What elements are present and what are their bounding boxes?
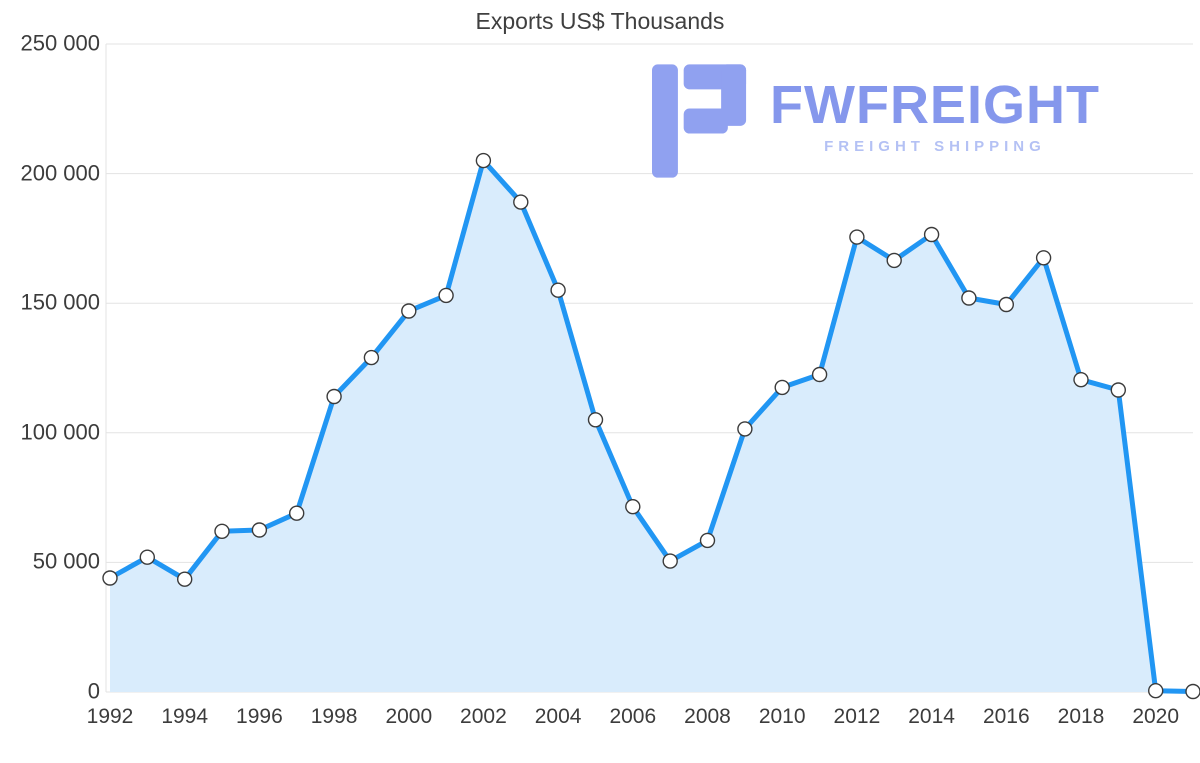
x-axis-tick-label: 2006 — [609, 705, 657, 728]
x-axis-tick-label: 2016 — [982, 705, 1030, 728]
x-axis-tick-label: 1996 — [236, 705, 283, 728]
x-axis-tick-label: 1998 — [310, 705, 358, 728]
y-axis-tick-label: 150 000 — [20, 289, 100, 315]
y-axis-tick-label: 250 000 — [20, 30, 100, 56]
x-axis-tick-label: 2014 — [908, 705, 955, 728]
x-axis-tick-label: 2004 — [534, 705, 582, 728]
x-axis-tick-label: 2018 — [1057, 705, 1105, 728]
chart-title: Exports US$ Thousands — [475, 8, 725, 34]
y-axis-tick-label: 200 000 — [20, 160, 100, 186]
x-axis-tick-label: 2002 — [460, 705, 507, 728]
y-axis-tick-label: 100 000 — [20, 419, 100, 445]
x-axis-tick-label: 2000 — [385, 705, 433, 728]
x-axis-tick-label: 1992 — [86, 705, 134, 728]
y-axis-tick-label: 0 — [87, 678, 100, 704]
x-axis-tick-label: 2008 — [684, 705, 731, 728]
x-axis-tick-label: 2010 — [758, 705, 806, 728]
x-axis-tick-label: 2012 — [833, 705, 881, 728]
y-axis-tick-label: 50 000 — [32, 548, 100, 574]
x-axis-tick-label: 1994 — [161, 705, 209, 728]
x-axis-tick-label: 2020 — [1132, 705, 1180, 728]
